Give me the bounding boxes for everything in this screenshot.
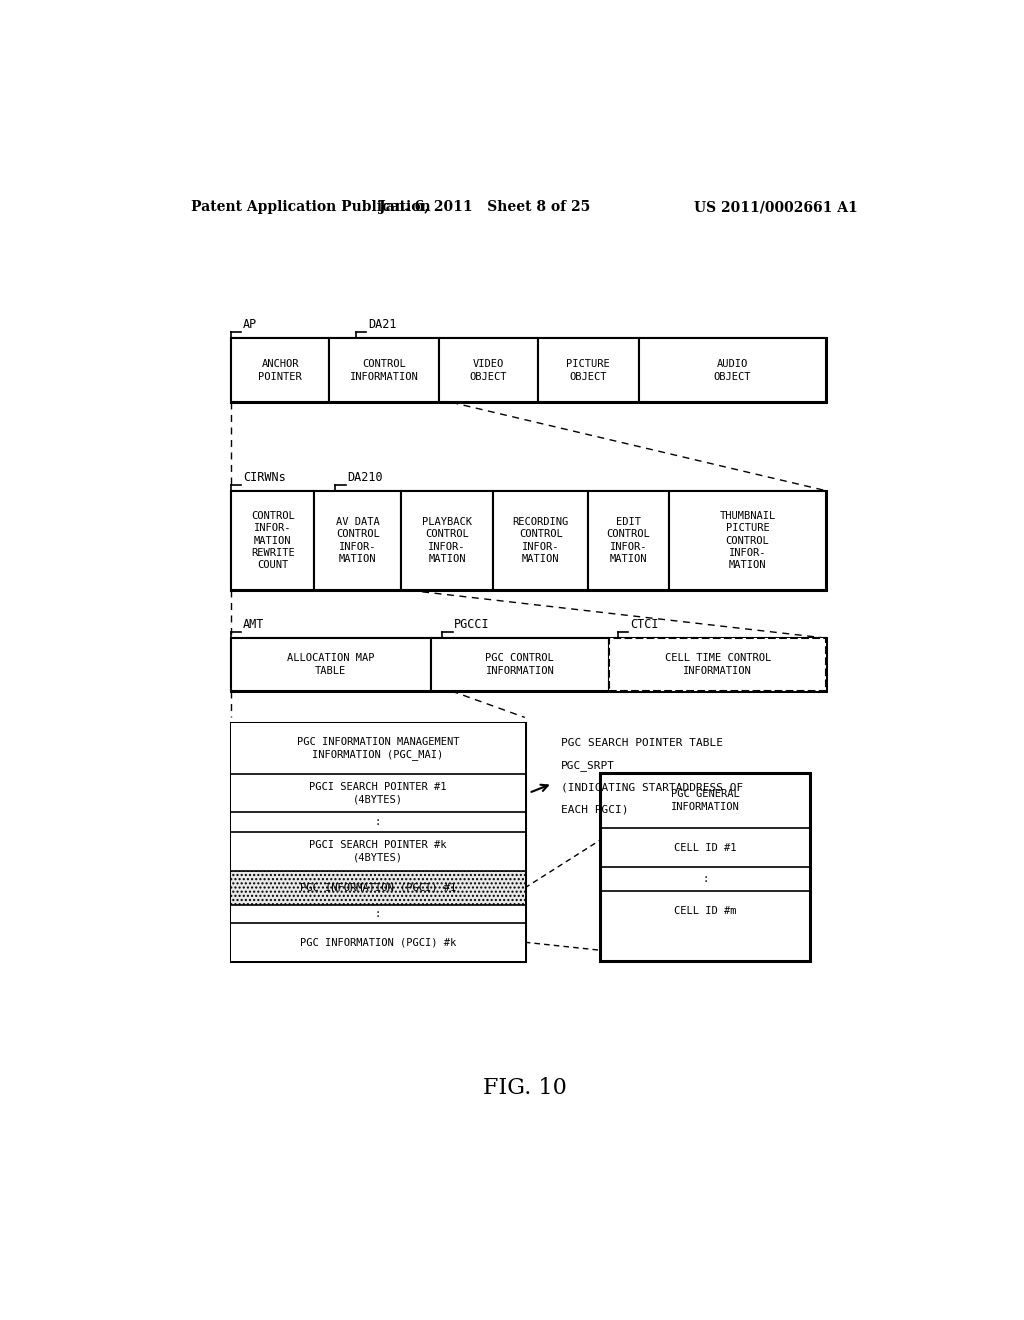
Text: CONTROL
INFORMATION: CONTROL INFORMATION	[350, 359, 419, 381]
Text: (INDICATING STARTADDRESS OF: (INDICATING STARTADDRESS OF	[560, 783, 742, 792]
Text: THUMBNAIL
PICTURE
CONTROL
INFOR-
MATION: THUMBNAIL PICTURE CONTROL INFOR- MATION	[720, 511, 775, 570]
Bar	[430, 638, 609, 690]
Text: Patent Application Publication: Patent Application Publication	[191, 201, 431, 214]
Bar	[231, 906, 524, 923]
Bar	[231, 871, 524, 906]
Text: PICTURE
OBJECT: PICTURE OBJECT	[566, 359, 610, 381]
Text: :: :	[375, 909, 381, 919]
Text: PGCCI: PGCCI	[455, 618, 490, 631]
Text: CTCI: CTCI	[630, 618, 658, 631]
Text: ANCHOR
POINTER: ANCHOR POINTER	[258, 359, 302, 381]
Bar	[231, 638, 826, 690]
Text: CELL ID #1: CELL ID #1	[674, 842, 736, 853]
Bar	[231, 722, 524, 774]
Bar	[669, 491, 826, 590]
Bar	[231, 491, 826, 590]
Bar	[588, 491, 669, 590]
Bar	[439, 338, 538, 403]
Text: EACH PGCI): EACH PGCI)	[560, 805, 628, 814]
Text: CELL ID #m: CELL ID #m	[674, 906, 736, 916]
Bar	[609, 638, 826, 690]
Bar	[600, 774, 811, 961]
Text: PGC_SRPT: PGC_SRPT	[560, 760, 614, 771]
Bar	[231, 338, 826, 403]
Bar	[231, 923, 524, 961]
Text: AUDIO
OBJECT: AUDIO OBJECT	[714, 359, 752, 381]
Bar	[231, 774, 524, 812]
Bar	[231, 491, 314, 590]
Text: ALLOCATION MAP
TABLE: ALLOCATION MAP TABLE	[287, 653, 375, 676]
Bar	[231, 722, 524, 961]
Text: EDIT
CONTROL
INFOR-
MATION: EDIT CONTROL INFOR- MATION	[606, 517, 650, 564]
Text: PGCI SEARCH POINTER #1
(4BYTES): PGCI SEARCH POINTER #1 (4BYTES)	[309, 781, 446, 804]
Text: FIG. 10: FIG. 10	[483, 1077, 566, 1100]
Text: AP: AP	[243, 318, 257, 331]
Text: PGCI SEARCH POINTER #k
(4BYTES): PGCI SEARCH POINTER #k (4BYTES)	[309, 841, 446, 863]
Text: US 2011/0002661 A1: US 2011/0002661 A1	[694, 201, 858, 214]
Text: PGC INFORMATION (PGCI) #1: PGC INFORMATION (PGCI) #1	[300, 883, 456, 892]
Bar	[231, 338, 330, 403]
Bar	[231, 638, 430, 690]
Text: AMT: AMT	[243, 618, 264, 631]
Text: CONTROL
INFOR-
MATION
REWRITE
COUNT: CONTROL INFOR- MATION REWRITE COUNT	[251, 511, 295, 570]
Text: DA21: DA21	[368, 318, 396, 331]
Text: :: :	[702, 874, 709, 884]
Bar	[330, 338, 439, 403]
Text: VIDEO
OBJECT: VIDEO OBJECT	[470, 359, 507, 381]
Text: PGC CONTROL
INFORMATION: PGC CONTROL INFORMATION	[485, 653, 554, 676]
Bar	[538, 338, 639, 403]
Text: DA210: DA210	[347, 471, 383, 483]
Text: PGC GENERAL
INFORMATION: PGC GENERAL INFORMATION	[671, 789, 739, 812]
Bar	[231, 833, 524, 871]
Text: PGC INFORMATION MANAGEMENT
INFORMATION (PGC_MAI): PGC INFORMATION MANAGEMENT INFORMATION (…	[297, 737, 459, 760]
Text: PLAYBACK
CONTROL
INFOR-
MATION: PLAYBACK CONTROL INFOR- MATION	[422, 517, 472, 564]
Text: PGC INFORMATION (PGCI) #k: PGC INFORMATION (PGCI) #k	[300, 937, 456, 948]
Bar	[400, 491, 494, 590]
Bar	[639, 338, 826, 403]
Text: :: :	[375, 817, 381, 828]
Bar	[314, 491, 400, 590]
Text: PGC SEARCH POINTER TABLE: PGC SEARCH POINTER TABLE	[560, 738, 723, 747]
Text: AV DATA
CONTROL
INFOR-
MATION: AV DATA CONTROL INFOR- MATION	[336, 517, 380, 564]
Text: Jan. 6, 2011   Sheet 8 of 25: Jan. 6, 2011 Sheet 8 of 25	[380, 201, 591, 214]
Text: CELL TIME CONTROL
INFORMATION: CELL TIME CONTROL INFORMATION	[665, 653, 771, 676]
Bar	[231, 812, 524, 833]
Text: CIRWNs: CIRWNs	[243, 471, 286, 483]
Bar	[494, 491, 589, 590]
Text: RECORDING
CONTROL
INFOR-
MATION: RECORDING CONTROL INFOR- MATION	[513, 517, 568, 564]
